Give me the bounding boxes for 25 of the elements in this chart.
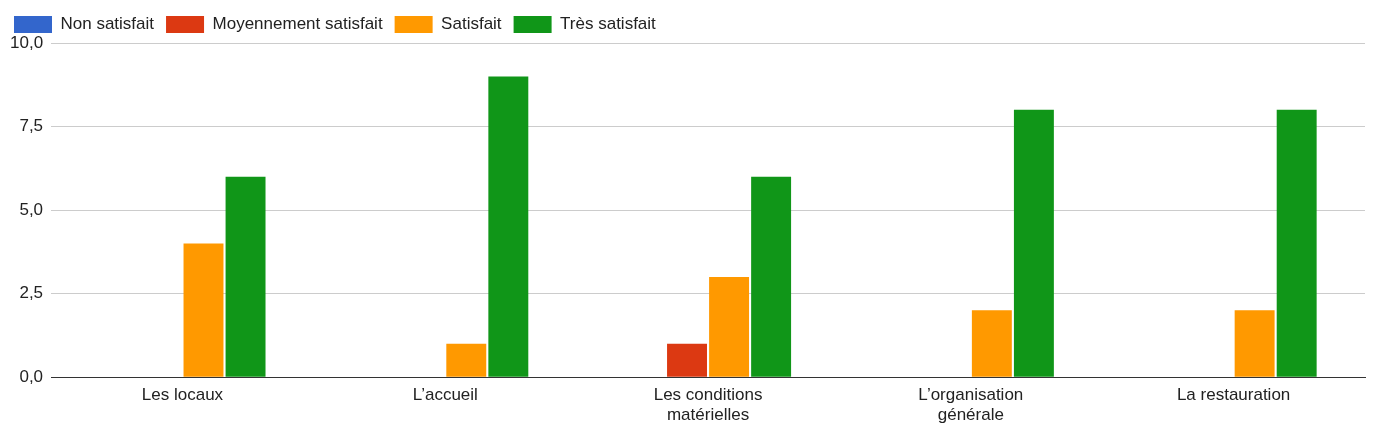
legend-label: Très satisfait: [560, 14, 657, 34]
x-tick-label: Les conditions matérielles: [653, 385, 763, 425]
bar: [751, 176, 792, 377]
bar: [1013, 109, 1054, 377]
y-tick-label: 0,0: [19, 366, 44, 386]
y-tick-label: 10,0: [9, 32, 44, 52]
bar: [488, 76, 529, 377]
bar: [667, 343, 707, 377]
bar: [446, 343, 487, 377]
bar: [1276, 109, 1317, 377]
y-tick-label: 5,0: [19, 199, 44, 219]
legend-label: Non satisfait: [60, 14, 155, 34]
x-tick-label: Les locaux: [141, 385, 224, 405]
bar: [971, 310, 1012, 377]
bar: [1234, 310, 1275, 377]
bar: [225, 176, 266, 377]
bar: [709, 276, 750, 377]
y-tick-label: 7,5: [19, 116, 44, 136]
bar: [183, 243, 224, 377]
y-tick-label: 2,5: [19, 283, 44, 303]
x-tick-label: L’accueil: [412, 385, 478, 405]
legend-label: Satisfait: [441, 14, 502, 34]
legend-label: Moyennement satisfait: [212, 14, 383, 34]
x-tick-label: La restauration: [1176, 385, 1291, 405]
x-tick-label: L’organisation générale: [918, 385, 1024, 425]
